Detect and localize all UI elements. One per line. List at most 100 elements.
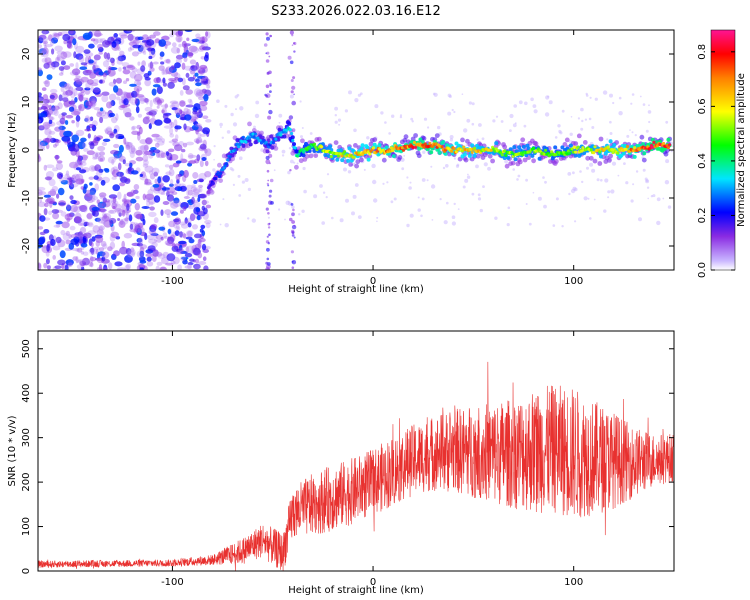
noise-blob (97, 251, 106, 257)
noise-blob (174, 62, 181, 69)
faint-speckle (372, 179, 377, 185)
ridge-cell (560, 145, 565, 150)
faint-speckle (239, 156, 243, 160)
noise-blob (194, 140, 203, 144)
snr-ytick-label: 300 (21, 428, 32, 447)
ridge-cell (368, 152, 372, 156)
ridge-cell (641, 157, 647, 163)
ridge-cell (598, 150, 602, 154)
noise-blob (86, 150, 95, 156)
noise-blob (138, 145, 146, 151)
noise-blob (197, 132, 202, 139)
noise-blob (135, 213, 143, 220)
noise-blob (110, 149, 119, 155)
noise-blob (129, 150, 135, 159)
streak-speckle (265, 94, 269, 98)
faint-speckle (662, 197, 665, 200)
noise-blob (84, 56, 89, 65)
noise-blob (151, 113, 156, 118)
noise-blob (96, 199, 101, 204)
noise-blob (79, 219, 87, 227)
streak-speckle (269, 189, 273, 193)
ridge-cell (209, 183, 213, 187)
noise-blob (170, 260, 176, 265)
noise-blob (184, 171, 189, 177)
noise-blob (93, 32, 103, 37)
noise-blob (38, 67, 42, 72)
faint-speckle (558, 129, 562, 134)
noise-blob (165, 262, 174, 266)
noise-blob (63, 130, 72, 138)
noise-blob (191, 124, 199, 131)
ridge-cell (651, 145, 655, 150)
faint-speckle (629, 129, 631, 131)
faint-speckle (347, 170, 352, 174)
streak-speckle (268, 233, 271, 237)
noise-blob (112, 184, 120, 192)
noise-blob (196, 178, 204, 183)
ridge-cell (621, 151, 626, 156)
faint-speckle (303, 189, 307, 194)
faint-speckle (296, 162, 299, 165)
noise-blob (43, 137, 52, 143)
noise-blob (46, 111, 50, 117)
noise-blob (181, 40, 187, 48)
noise-blob (55, 236, 62, 244)
colorbar-gradient (710, 29, 736, 271)
streak-speckle (293, 236, 296, 239)
noise-blob (126, 65, 136, 71)
noise-blob (68, 30, 76, 36)
colorbar: 0.00.20.40.60.8 Normalized spectral ampl… (697, 29, 747, 278)
ridge-cell (359, 157, 364, 163)
noise-blob (49, 94, 55, 100)
noise-blob (66, 204, 72, 212)
noise-blob (149, 206, 155, 211)
noise-blob (161, 138, 165, 143)
faint-speckle (237, 174, 241, 178)
ridge-cell (244, 140, 248, 144)
noise-blob (44, 79, 50, 88)
noise-blob (156, 105, 160, 109)
noise-blob (97, 203, 104, 209)
streak-speckle (268, 55, 271, 58)
faint-speckle (647, 110, 652, 114)
noise-blob (160, 236, 164, 241)
noise-blob (143, 182, 153, 186)
ridge-cell (612, 143, 617, 147)
streak-speckle (291, 85, 296, 90)
noise-blob (153, 217, 159, 224)
noise-blob (187, 262, 194, 266)
noise-blob (109, 241, 116, 250)
noise-blob (175, 160, 182, 164)
noise-blob (100, 240, 107, 247)
ridge-cell (413, 133, 418, 138)
noise-blob (67, 262, 73, 267)
faint-speckle (618, 111, 623, 116)
ridge-cell (256, 136, 260, 140)
noise-blob (201, 243, 207, 251)
faint-speckle (495, 115, 499, 118)
faint-speckle (591, 126, 595, 129)
noise-blob (88, 69, 94, 76)
ridge-cell (582, 151, 587, 156)
faint-speckle (406, 176, 409, 179)
noise-blob (61, 221, 70, 229)
faint-speckle (466, 175, 471, 179)
noise-blob (104, 169, 110, 173)
faint-speckle (461, 93, 464, 95)
noise-blob (118, 67, 122, 72)
streak-speckle (266, 257, 270, 261)
ridge-cell (240, 140, 244, 144)
faint-speckle (399, 114, 403, 117)
noise-blob (199, 143, 207, 150)
faint-speckle (443, 220, 448, 225)
noise-blob (171, 138, 179, 143)
faint-speckle (671, 145, 674, 148)
noise-blob (190, 186, 197, 192)
noise-blob (122, 66, 127, 70)
faint-speckle (626, 134, 630, 138)
noise-blob (170, 121, 175, 128)
noise-blob (148, 238, 157, 244)
noise-blob (144, 178, 149, 185)
noise-blob (139, 260, 147, 264)
